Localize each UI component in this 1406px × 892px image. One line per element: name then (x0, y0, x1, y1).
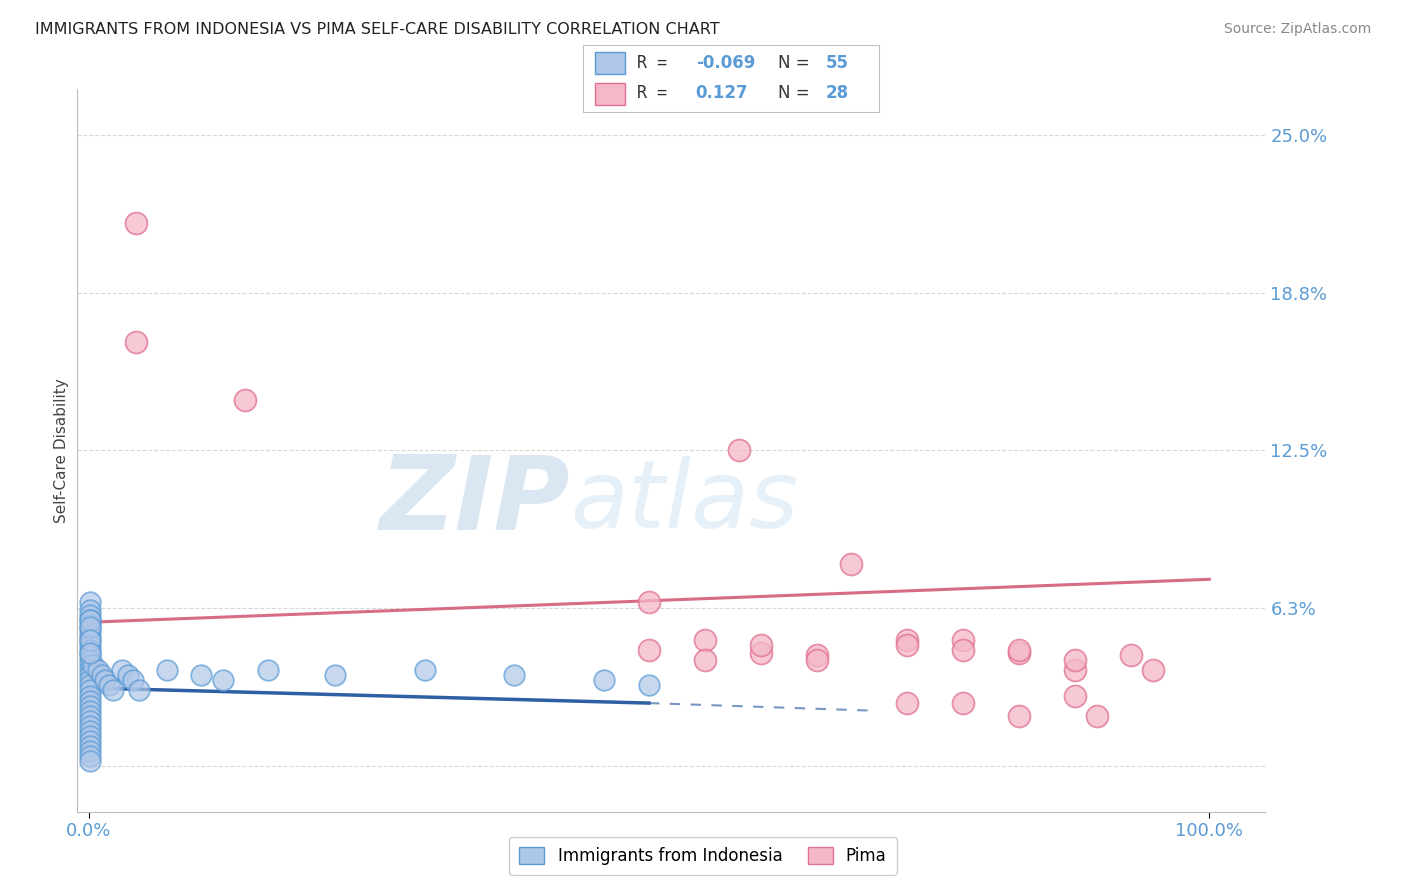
Legend: Immigrants from Indonesia, Pima: Immigrants from Indonesia, Pima (509, 837, 897, 875)
Point (97, 678, 120, 692)
Point (79, 693, 101, 707)
Text: N =: N = (779, 54, 815, 72)
Point (693, 632, 716, 647)
Point (79, 673, 101, 688)
Point (79, 643, 101, 657)
Point (1142, 663, 1164, 677)
Point (896, 696, 918, 710)
Point (593, 673, 616, 688)
Point (117, 668, 139, 682)
Point (79, 739, 101, 753)
Point (212, 673, 235, 688)
Point (79, 719, 101, 733)
Point (124, 216, 146, 230)
Point (103, 683, 125, 698)
Point (1008, 708, 1031, 723)
Text: R =: R = (637, 54, 676, 72)
Point (79, 663, 101, 677)
Point (91, 668, 114, 682)
Point (638, 595, 661, 609)
Point (79, 704, 101, 718)
Point (1063, 663, 1085, 677)
Point (94, 673, 117, 688)
Point (79, 595, 101, 609)
Point (156, 663, 179, 677)
Point (79, 668, 101, 682)
Point (79, 638, 101, 652)
Point (79, 678, 101, 692)
Point (79, 653, 101, 667)
Point (79, 620, 101, 634)
Point (806, 648, 828, 662)
Point (503, 668, 526, 682)
Point (952, 632, 974, 647)
Point (323, 668, 346, 682)
Point (235, 392, 257, 407)
Point (79, 744, 101, 758)
Point (413, 663, 436, 677)
FancyBboxPatch shape (595, 83, 624, 104)
Text: Source: ZipAtlas.com: Source: ZipAtlas.com (1223, 22, 1371, 37)
Point (79, 734, 101, 748)
Point (79, 689, 101, 703)
Y-axis label: Self-Care Disability: Self-Care Disability (53, 378, 69, 523)
FancyBboxPatch shape (595, 52, 624, 74)
Point (79, 602, 101, 616)
Point (79, 607, 101, 622)
Text: ZIP: ZIP (380, 450, 571, 551)
Point (122, 673, 145, 688)
Point (693, 653, 716, 667)
Point (1085, 708, 1108, 723)
Point (952, 696, 974, 710)
Point (839, 557, 862, 571)
Text: 55: 55 (825, 54, 849, 72)
Point (257, 663, 280, 677)
Point (79, 617, 101, 632)
Point (79, 754, 101, 768)
Point (79, 698, 101, 713)
Point (79, 613, 101, 627)
Point (749, 638, 772, 652)
Point (638, 643, 661, 657)
Point (952, 643, 974, 657)
Point (79, 632, 101, 647)
Text: R =: R = (637, 85, 686, 103)
Point (124, 334, 146, 349)
Point (1063, 653, 1085, 667)
Point (79, 723, 101, 738)
Point (1008, 646, 1031, 660)
Point (1008, 643, 1031, 657)
Point (79, 628, 101, 642)
Point (86, 663, 108, 677)
Point (79, 708, 101, 723)
Point (82, 658, 104, 673)
Point (727, 443, 749, 458)
Point (79, 729, 101, 743)
Text: 28: 28 (825, 85, 849, 103)
Point (749, 646, 772, 660)
Text: -0.069: -0.069 (696, 54, 755, 72)
Point (806, 653, 828, 667)
Text: IMMIGRANTS FROM INDONESIA VS PIMA SELF-CARE DISABILITY CORRELATION CHART: IMMIGRANTS FROM INDONESIA VS PIMA SELF-C… (35, 22, 720, 37)
Point (79, 749, 101, 764)
Point (79, 658, 101, 673)
Text: atlas: atlas (571, 456, 799, 547)
Point (128, 683, 150, 698)
Text: 0.127: 0.127 (696, 85, 748, 103)
Point (111, 663, 134, 677)
Point (638, 678, 661, 692)
Point (79, 714, 101, 728)
Point (1063, 689, 1085, 703)
Point (79, 632, 101, 647)
Point (190, 668, 212, 682)
Point (79, 623, 101, 637)
Point (79, 646, 101, 660)
Point (1119, 648, 1142, 662)
Point (79, 683, 101, 698)
Point (896, 638, 918, 652)
Point (896, 632, 918, 647)
Text: N =: N = (779, 85, 815, 103)
Point (79, 648, 101, 662)
Point (79, 613, 101, 627)
